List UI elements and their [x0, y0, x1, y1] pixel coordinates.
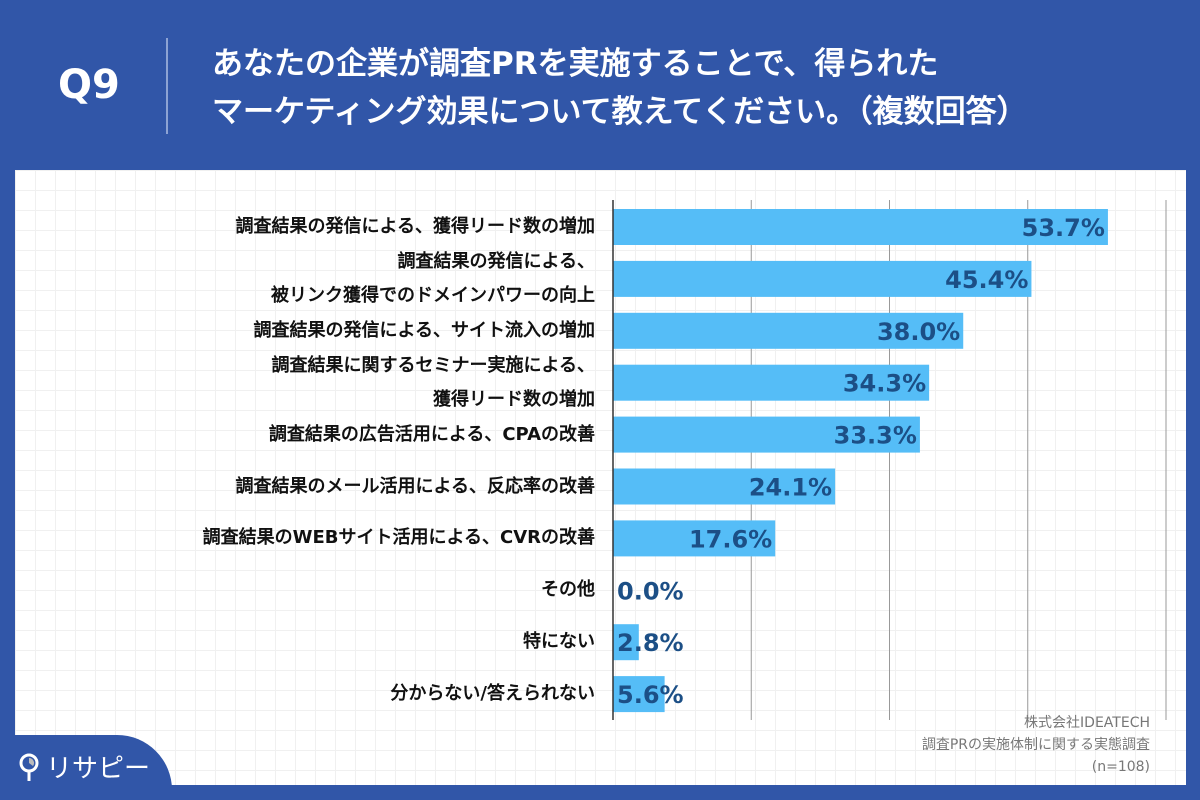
category-label-line: その他	[541, 579, 595, 601]
chart-panel	[15, 170, 1186, 785]
divider	[166, 38, 168, 134]
category-label-line: 被リンク獲得でのドメインパワーの向上	[271, 284, 595, 306]
bar	[613, 416, 920, 453]
source-company: 株式会社IDEATECH	[1024, 715, 1150, 731]
category-label-line: 調査結果に関するセミナー実施による、	[271, 354, 595, 376]
bar	[613, 468, 836, 505]
data-label: 0.0%	[617, 577, 684, 605]
category-label: 調査結果に関するセミナー実施による、獲得リード数の増加	[272, 349, 595, 417]
data-label: 53.7%	[1022, 214, 1105, 242]
category-label: 調査結果の発信による、被リンク獲得でのドメインパワーの向上	[271, 245, 595, 313]
logo: リサピー	[18, 748, 150, 785]
bar	[613, 209, 1108, 245]
data-label: 33.3%	[834, 422, 917, 450]
bar	[613, 260, 1032, 297]
category-label-line: 調査結果の広告活用による、CPAの改善	[268, 423, 595, 445]
sample-size: (n=108)	[1091, 759, 1150, 775]
data-label: 24.1%	[749, 474, 832, 502]
category-label: 調査結果の発信による、サイト流入の増加	[254, 314, 595, 348]
bar	[613, 520, 776, 557]
logo-text: リサピー	[46, 754, 151, 784]
source-note: 株式会社IDEATECH 調査PRの実施体制に関する実態調査 (n=108)	[922, 712, 1150, 778]
category-label: 調査結果のメール活用による、反応率の改善	[236, 470, 595, 504]
data-label: 17.6%	[689, 525, 772, 553]
title-line: マーケティング効果について教えてください。（複数回答）	[212, 94, 1028, 130]
bar	[613, 364, 930, 401]
bar	[613, 624, 639, 661]
data-label: 2.8%	[617, 629, 684, 657]
data-label: 45.4%	[945, 266, 1028, 294]
question-title: あなたの企業が調査PRを実施することで、得られた マーケティング効果について教え…	[212, 40, 1028, 136]
category-label-line: 分からない/答えられない	[390, 683, 595, 705]
category-label-line: 特にない	[523, 631, 595, 653]
category-label: 特にない	[523, 625, 595, 659]
source-survey: 調査PRの実施体制に関する実態調査	[921, 737, 1150, 753]
category-label-line: 調査結果の発信による、	[397, 250, 595, 272]
bar	[613, 312, 964, 349]
category-label: 分からない/答えられない	[390, 677, 595, 711]
title-line: あなたの企業が調査PRを実施することで、得られた	[212, 46, 939, 82]
category-label: 調査結果の発信による、獲得リード数の増加	[236, 210, 595, 244]
bar	[613, 676, 665, 713]
question-number: Q9	[58, 62, 120, 108]
category-label-line: 調査結果の発信による、サイト流入の増加	[253, 319, 595, 341]
category-label: 調査結果のWEBサイト活用による、CVRの改善	[203, 521, 595, 555]
category-label: 調査結果の広告活用による、CPAの改善	[269, 418, 595, 452]
category-label: その他	[541, 573, 595, 607]
category-label-line: 調査結果のメール活用による、反応率の改善	[235, 475, 595, 497]
data-label: 34.3%	[843, 370, 926, 398]
pin-icon	[19, 753, 39, 781]
category-label-line: 調査結果の発信による、獲得リード数の増加	[235, 216, 595, 237]
category-label-line: 調査結果のWEBサイト活用による、CVRの改善	[202, 527, 595, 549]
data-label: 5.6%	[617, 681, 684, 709]
logo-tab	[0, 735, 172, 800]
data-label: 38.0%	[877, 318, 960, 346]
category-label-line: 獲得リード数の増加	[433, 388, 595, 410]
